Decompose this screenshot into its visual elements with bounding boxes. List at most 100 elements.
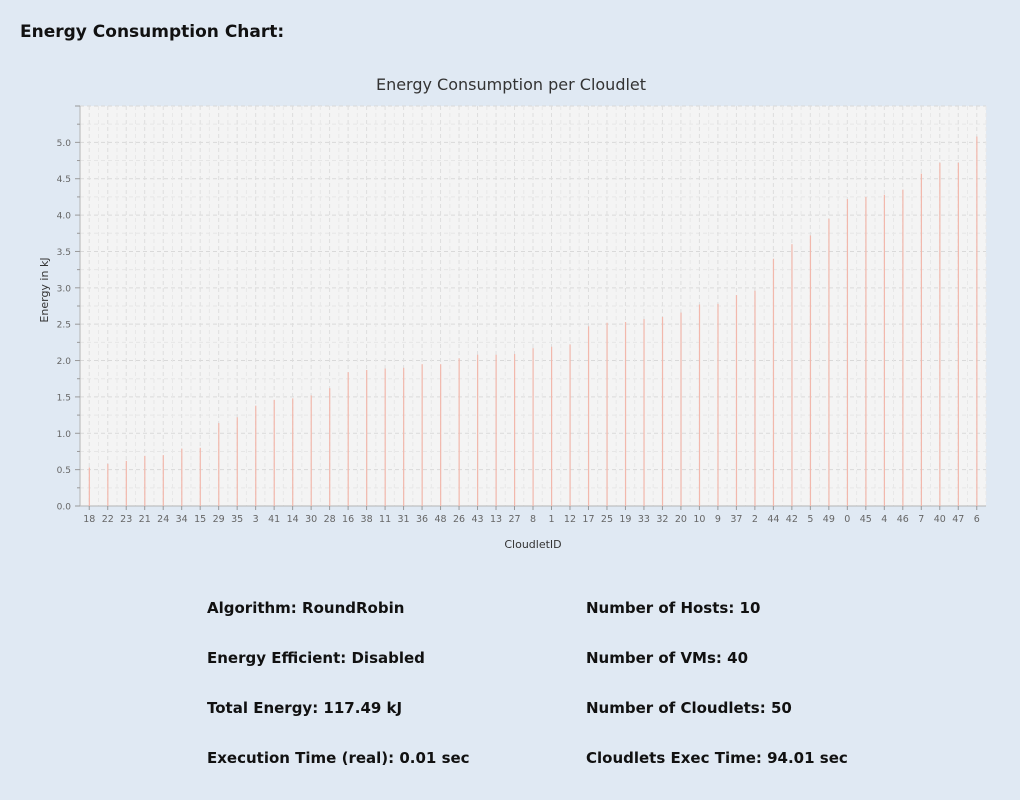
bar [569, 344, 571, 506]
x-tick-label: 5 [807, 514, 813, 525]
x-tick-label: 37 [730, 514, 742, 525]
chart-section-heading: Energy Consumption Chart: [20, 22, 285, 42]
bar [181, 448, 183, 506]
bar [846, 199, 849, 506]
energy-efficient-stat: Energy Efficient: Disabled [207, 649, 425, 667]
bar [458, 358, 460, 506]
bar [236, 417, 238, 506]
x-tick-label: 38 [361, 514, 373, 525]
x-tick-label: 11 [379, 514, 391, 525]
energy-chart: Energy Consumption per Cloudlet 0.0 0.5 1.0… [38, 75, 987, 551]
y-axis-label: Energy in kJ [38, 257, 51, 322]
bar [976, 136, 978, 506]
x-tick-label: 47 [952, 514, 964, 525]
y-tick-label: 0.5 [57, 466, 71, 476]
x-tick-label: 28 [324, 514, 336, 525]
bar [495, 354, 497, 506]
bar [883, 194, 886, 506]
x-tick-label: 49 [823, 514, 835, 525]
bar [144, 455, 146, 506]
bar [255, 405, 257, 506]
x-tick-label: 33 [638, 514, 650, 525]
y-tick-label: 1.5 [57, 393, 71, 403]
bar [865, 196, 867, 506]
bar [532, 348, 534, 506]
x-tick-label: 30 [305, 514, 317, 525]
x-tick-label: 42 [786, 514, 798, 525]
y-tick-label: 5.0 [57, 139, 72, 149]
bar [384, 368, 386, 506]
x-tick-label: 31 [398, 514, 410, 525]
y-tick-label: 1.0 [57, 430, 72, 440]
x-tick-label: 8 [530, 514, 536, 525]
x-tick-label: 1 [548, 514, 554, 525]
x-tick-label: 3 [253, 514, 259, 525]
bar [162, 455, 164, 506]
x-axis-label: CloudletID [504, 538, 561, 551]
x-tick-label: 20 [675, 514, 687, 525]
bar [310, 395, 312, 506]
x-tick-label: 22 [102, 514, 114, 525]
x-tick-label: 24 [157, 514, 169, 525]
x-tick-label: 21 [139, 514, 151, 525]
bar [791, 244, 793, 506]
bar [606, 322, 608, 506]
x-tick-label: 12 [564, 514, 576, 525]
x-tick-label: 46 [897, 514, 909, 525]
x-tick-label: 29 [213, 514, 225, 525]
x-tick-label: 6 [974, 514, 980, 525]
x-tick-label: 13 [490, 514, 502, 525]
bar [735, 295, 738, 506]
x-tick-label: 19 [619, 514, 631, 525]
bar [587, 326, 590, 506]
x-tick-label: 43 [471, 514, 483, 525]
x-tick-label: 4 [881, 514, 887, 525]
bar [88, 467, 90, 506]
bar [550, 346, 553, 506]
hosts-count-stat: Number of Hosts: 10 [586, 599, 761, 617]
bar [273, 399, 275, 506]
x-tick-label: 40 [934, 514, 946, 525]
bar [920, 173, 922, 506]
bar [199, 447, 201, 506]
chart-title: Energy Consumption per Cloudlet [376, 75, 646, 94]
bar [366, 370, 368, 506]
x-tick-label: 10 [693, 514, 705, 525]
x-tick-label: 23 [120, 514, 132, 525]
bar [680, 312, 682, 506]
x-tick-label: 15 [194, 514, 206, 525]
bar [661, 316, 664, 506]
bar [624, 322, 627, 506]
x-tick-label: 36 [416, 514, 428, 525]
x-tick-label: 32 [656, 514, 668, 525]
bar [902, 189, 904, 507]
y-tick-label: 0.0 [57, 503, 72, 513]
stats-panel: Algorithm: RoundRobin Energy Efficient: … [0, 590, 1020, 790]
y-tick-label: 2.0 [57, 357, 72, 367]
bar [440, 364, 442, 506]
x-tick-label: 41 [268, 514, 280, 525]
x-tick-label: 48 [435, 514, 447, 525]
bar [939, 162, 941, 506]
x-tick-label: 14 [287, 514, 299, 525]
x-tick-label: 34 [176, 514, 188, 525]
bar [421, 364, 423, 506]
cloudlets-exec-time-stat: Cloudlets Exec Time: 94.01 sec [586, 749, 848, 767]
bar [754, 290, 756, 506]
bar [828, 218, 830, 506]
x-tick-label: 18 [83, 514, 95, 525]
x-tick-label: 25 [601, 514, 613, 525]
bar [218, 423, 220, 506]
bar [403, 367, 405, 506]
bar [107, 463, 109, 506]
x-tick-label: 27 [508, 514, 520, 525]
bar [329, 388, 331, 506]
y-tick-label: 4.5 [57, 175, 71, 185]
execution-time-stat: Execution Time (real): 0.01 sec [207, 749, 470, 767]
y-tick-label: 3.0 [57, 284, 72, 294]
bar [347, 372, 349, 506]
x-tick-label: 0 [844, 514, 850, 525]
algorithm-stat: Algorithm: RoundRobin [207, 599, 405, 617]
y-tick-label: 3.5 [57, 248, 71, 258]
bar [292, 398, 294, 506]
